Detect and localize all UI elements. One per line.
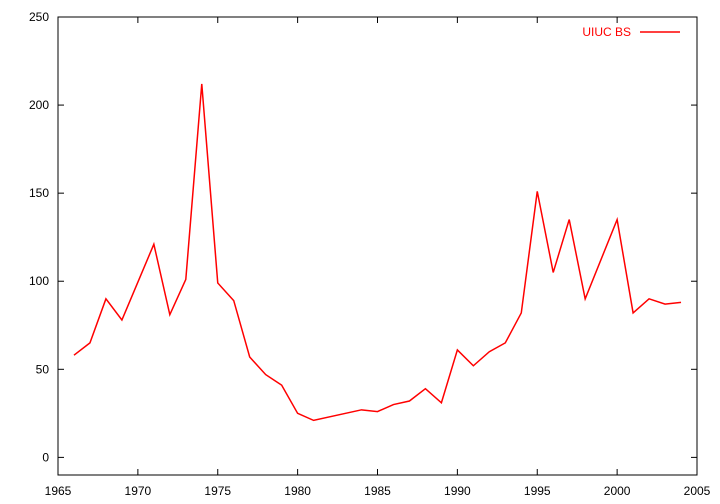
x-tick-label: 1965	[45, 484, 72, 498]
x-tick-label: 1970	[125, 484, 152, 498]
x-tick-label: 2005	[684, 484, 711, 498]
x-tick-label: 1975	[204, 484, 231, 498]
y-tick-label: 200	[29, 98, 49, 112]
y-tick-label: 250	[29, 10, 49, 24]
x-tick-label: 1995	[524, 484, 551, 498]
y-tick-label: 50	[36, 362, 50, 376]
x-tick-label: 1990	[444, 484, 471, 498]
legend-label: UIUC BS	[582, 25, 631, 39]
y-tick-label: 150	[29, 186, 49, 200]
y-tick-label: 100	[29, 274, 49, 288]
x-tick-label: 2000	[604, 484, 631, 498]
x-tick-label: 1985	[364, 484, 391, 498]
y-tick-label: 0	[42, 450, 49, 464]
data-line	[73, 83, 682, 422]
x-tick-label: 1980	[284, 484, 311, 498]
